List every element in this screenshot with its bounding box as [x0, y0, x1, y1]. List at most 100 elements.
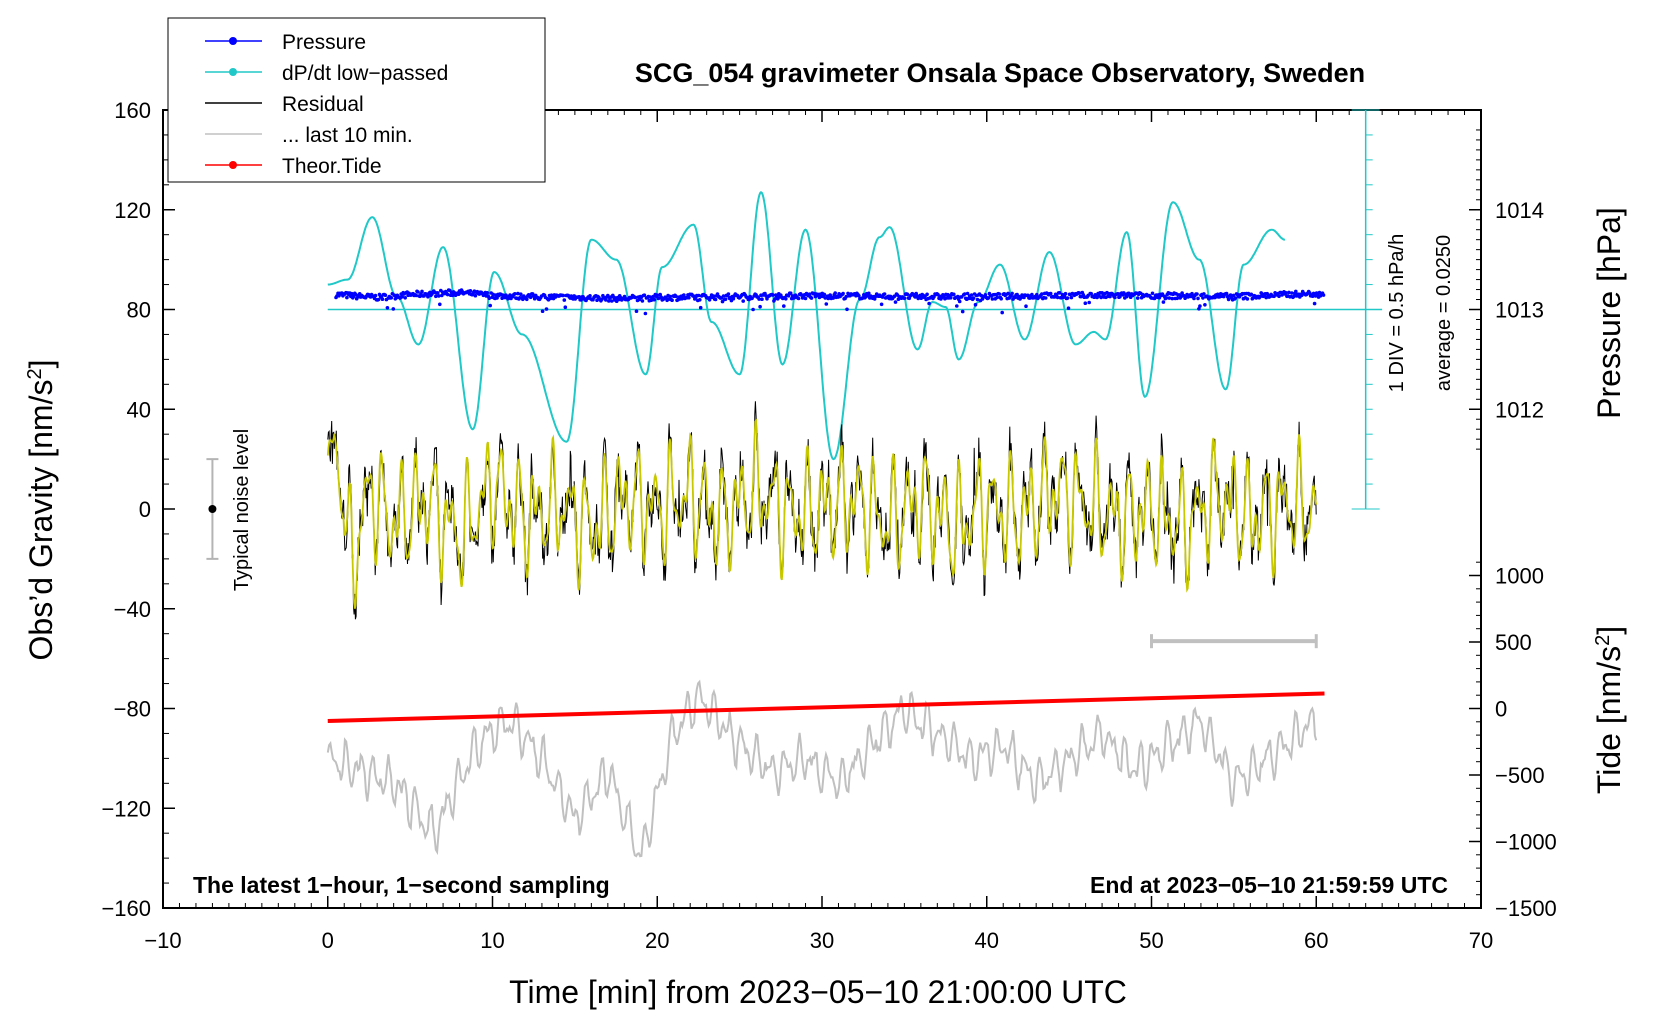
pressure-point — [383, 293, 388, 298]
pressure-point — [642, 293, 647, 298]
pressure-point — [1010, 291, 1014, 296]
pressure-point — [544, 307, 549, 311]
pressure-point — [1065, 296, 1070, 300]
pressure-point — [1040, 292, 1044, 296]
pressure-point — [595, 298, 599, 303]
pressure-point — [345, 295, 349, 300]
pressure-point — [491, 292, 496, 297]
pressure-point — [414, 293, 418, 298]
pressure-point — [902, 296, 907, 301]
noise-bar-center — [208, 505, 217, 513]
pressure-point — [925, 292, 929, 297]
pressure-point — [577, 295, 581, 299]
pressure-point — [1228, 293, 1233, 297]
pressure-point — [867, 291, 871, 296]
pressure-point — [698, 305, 703, 310]
pressure-point — [760, 297, 764, 302]
y-pressure-tick-label: 1013 — [1495, 298, 1544, 323]
pressure-point — [607, 299, 611, 303]
pressure-point — [604, 298, 608, 302]
pressure-point — [1312, 301, 1317, 306]
pressure-point — [1030, 292, 1034, 297]
pressure-point — [960, 309, 965, 314]
pressure-point — [1161, 300, 1166, 304]
pressure-point — [1224, 291, 1229, 296]
dpdt-div-label: 1 DIV = 0.5 hPa/h — [1386, 234, 1408, 392]
pressure-point — [857, 294, 861, 298]
pressure-point — [919, 296, 923, 301]
pressure-point — [882, 292, 887, 296]
pressure-point — [1197, 307, 1201, 311]
pressure-point — [495, 296, 499, 300]
pressure-point — [680, 297, 684, 301]
pressure-point — [622, 294, 627, 299]
pressure-point — [1226, 297, 1231, 302]
pressure-point — [1006, 291, 1010, 296]
x-tick-label: 70 — [1469, 928, 1493, 953]
residual-smoothed-line — [326, 418, 1318, 609]
pressure-point — [803, 296, 808, 301]
pressure-point — [955, 304, 959, 308]
pressure-point — [796, 296, 801, 301]
legend-swatch-marker — [229, 37, 237, 45]
axis-ticks-group: −10 0 10 20 30 40 50 60 70 160 120 80 40 0 −40 −80 −120 −… — [101, 98, 1556, 953]
pressure-point — [487, 296, 492, 301]
pressure-point — [1152, 296, 1157, 301]
pressure-point — [1150, 291, 1155, 296]
pressure-point — [807, 292, 812, 297]
pressure-point — [528, 295, 533, 300]
annotation-latest-hour: The latest 1−hour, 1−second sampling — [193, 872, 610, 898]
pressure-point — [1043, 296, 1048, 300]
chart-title: SCG_054 gravimeter Onsala Space Observat… — [635, 58, 1365, 88]
pressure-point — [1196, 296, 1200, 301]
pressure-point — [1066, 306, 1071, 311]
pressure-point — [1116, 292, 1120, 296]
pressure-point — [1294, 289, 1298, 294]
annotation-end-time: End at 2023−05−10 21:59:59 UTC — [1090, 872, 1448, 898]
pressure-point — [757, 297, 761, 301]
pressure-point — [1277, 294, 1281, 299]
pressure-point — [434, 294, 438, 299]
pressure-point — [1057, 291, 1062, 295]
pressure-point — [997, 292, 1002, 296]
pressure-point — [927, 301, 931, 306]
pressure-point — [969, 293, 974, 297]
pressure-point — [1284, 291, 1288, 295]
pressure-point — [698, 298, 702, 302]
y-pressure-tick-label: 1014 — [1495, 198, 1544, 223]
pressure-point — [1167, 296, 1172, 300]
pressure-point — [687, 295, 691, 300]
pressure-point — [1035, 292, 1039, 297]
pressure-point — [1202, 292, 1206, 296]
pressure-point — [1118, 294, 1122, 299]
y-pressure-tick-label: 1012 — [1495, 397, 1544, 422]
x-tick-label: 40 — [975, 928, 999, 953]
pressure-point — [426, 294, 430, 299]
pressure-point — [1089, 291, 1093, 296]
pressure-point — [670, 298, 674, 303]
pressure-point — [1055, 295, 1060, 300]
pressure-point — [1087, 300, 1091, 305]
legend-label: dP/dt low−passed — [282, 62, 448, 85]
pressure-point — [788, 291, 793, 296]
pressure-point — [731, 296, 736, 301]
dpdt-average-label: average = 0.0250 — [1433, 235, 1455, 391]
pressure-point — [975, 297, 980, 302]
pressure-point — [949, 296, 953, 300]
pressure-point — [1024, 304, 1028, 309]
pressure-point — [711, 294, 716, 298]
legend-swatch-marker — [229, 161, 237, 169]
pressure-point — [957, 299, 962, 304]
pressure-point — [758, 304, 762, 309]
pressure-point — [1290, 291, 1294, 295]
pressure-point — [652, 297, 657, 302]
pressure-point — [905, 292, 910, 297]
pressure-point — [983, 293, 988, 297]
pressure-point — [713, 297, 718, 302]
pressure-points — [334, 288, 1326, 316]
pressure-point — [973, 302, 978, 307]
x-tick-label: 50 — [1139, 928, 1163, 953]
y-left-tick-label: 120 — [114, 198, 151, 223]
